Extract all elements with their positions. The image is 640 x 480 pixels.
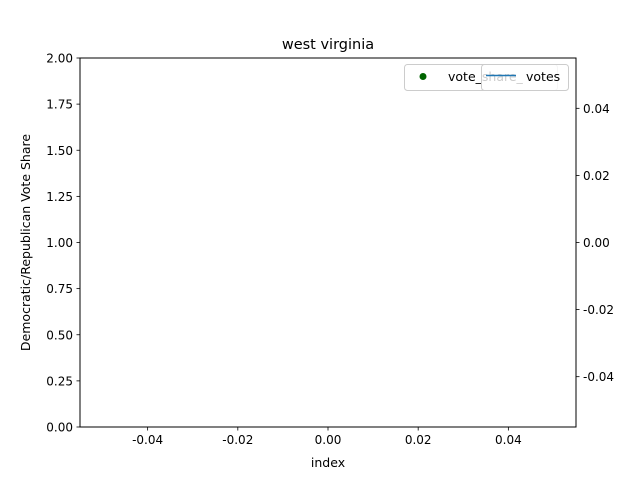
y2-tick-label: -0.02	[583, 303, 614, 317]
x-tick-label: -0.02	[222, 433, 253, 447]
y-tick-label: 2.00	[46, 52, 73, 66]
x-axis: -0.04 -0.02 0.00 0.02 0.04	[132, 427, 522, 447]
legend-line-box	[481, 64, 569, 91]
x-axis-label: index	[311, 455, 345, 470]
y-axis-right: -0.04 -0.02 0.00 0.02 0.04	[576, 102, 614, 384]
y2-tick-label: 0.00	[583, 236, 610, 250]
y-tick-label: 0.25	[46, 374, 73, 388]
y2-tick-label: 0.02	[583, 169, 610, 183]
y-tick-label: 1.75	[46, 98, 73, 112]
x-tick-label: 0.04	[495, 433, 522, 447]
x-tick-label: 0.00	[315, 433, 342, 447]
y-tick-label: 0.00	[46, 421, 73, 435]
y-tick-label: 1.25	[46, 190, 73, 204]
chart-title: west virginia	[282, 37, 374, 53]
y2-tick-label: 0.04	[583, 102, 610, 116]
legend-line: votes	[481, 64, 569, 91]
y-axis-left: 0.00 0.25 0.50 0.75 1.00 1.25 1.50 1.75 2.00	[46, 52, 80, 435]
y-axis-label: Democratic/Republican Vote Share	[18, 134, 33, 351]
legend-scatter-marker	[419, 73, 427, 80]
y-tick-label: 0.75	[46, 282, 73, 296]
x-tick-label: 0.02	[405, 433, 432, 447]
y-tick-label: 1.50	[46, 144, 73, 158]
y-tick-label: 0.50	[46, 328, 73, 342]
legend-line-label: votes	[526, 69, 560, 84]
plot-frame	[79, 57, 577, 428]
y-tick-label: 1.00	[46, 236, 73, 250]
y2-tick-label: -0.04	[583, 370, 614, 384]
x-tick-label: -0.04	[132, 433, 163, 447]
